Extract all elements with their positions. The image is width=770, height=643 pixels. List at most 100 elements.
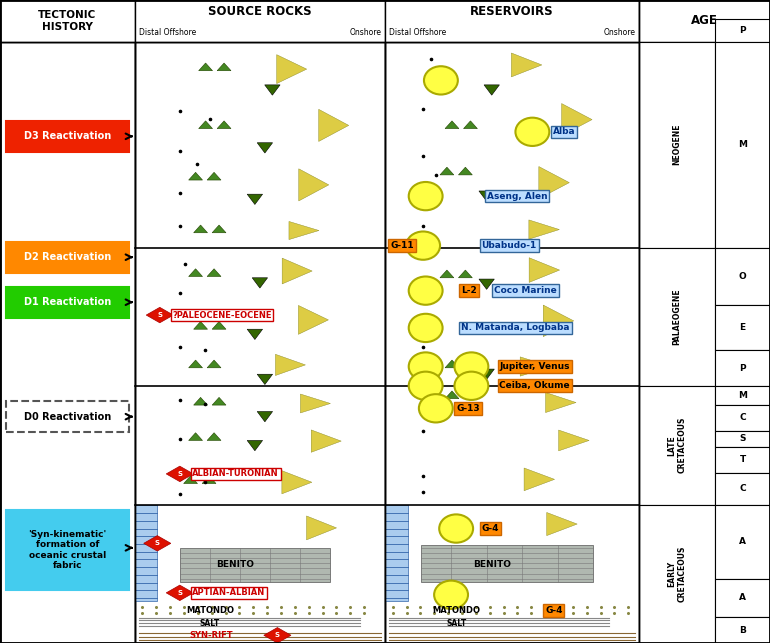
Polygon shape: [146, 307, 173, 323]
Polygon shape: [289, 221, 319, 240]
Bar: [715, 350, 770, 386]
Polygon shape: [247, 329, 263, 340]
Polygon shape: [166, 585, 193, 601]
Circle shape: [434, 581, 468, 609]
Polygon shape: [385, 602, 639, 617]
Polygon shape: [193, 225, 207, 233]
Polygon shape: [135, 296, 303, 344]
Polygon shape: [546, 392, 576, 413]
Text: Ceiba, Okume: Ceiba, Okume: [500, 381, 570, 390]
Polygon shape: [547, 512, 578, 536]
Text: MATONDO: MATONDO: [432, 606, 480, 615]
Polygon shape: [464, 360, 477, 368]
Text: AGE: AGE: [691, 14, 718, 28]
Text: S: S: [157, 312, 162, 318]
Circle shape: [454, 352, 488, 381]
Polygon shape: [135, 249, 287, 293]
Polygon shape: [311, 430, 341, 452]
Polygon shape: [199, 121, 213, 129]
Polygon shape: [319, 109, 349, 141]
Polygon shape: [539, 167, 569, 199]
Polygon shape: [445, 391, 459, 399]
Bar: [715, 42, 770, 248]
Polygon shape: [135, 628, 385, 643]
Circle shape: [419, 394, 453, 422]
Polygon shape: [193, 322, 207, 329]
Polygon shape: [479, 369, 494, 379]
Text: Aseng, Alen: Aseng, Alen: [487, 192, 547, 201]
Polygon shape: [558, 430, 589, 451]
Polygon shape: [265, 85, 280, 95]
Polygon shape: [257, 412, 273, 422]
Bar: [6, 510, 129, 590]
Polygon shape: [135, 96, 323, 154]
Bar: [715, 431, 770, 447]
Bar: [0, 42, 135, 643]
Text: SYN-RIFT: SYN-RIFT: [189, 631, 233, 640]
Polygon shape: [306, 516, 336, 540]
Polygon shape: [385, 505, 408, 601]
Bar: [6, 121, 129, 152]
Text: A: A: [739, 538, 746, 546]
Polygon shape: [135, 158, 303, 212]
Polygon shape: [135, 422, 316, 460]
Polygon shape: [385, 460, 529, 498]
Polygon shape: [445, 121, 459, 129]
Polygon shape: [458, 270, 472, 278]
Bar: [715, 248, 770, 305]
Text: S: S: [177, 471, 182, 477]
Polygon shape: [464, 121, 477, 129]
Polygon shape: [135, 463, 287, 502]
Polygon shape: [189, 360, 203, 368]
Polygon shape: [179, 548, 330, 582]
Polygon shape: [207, 433, 221, 440]
Text: Coco Marine: Coco Marine: [494, 286, 557, 295]
Bar: [715, 305, 770, 350]
Circle shape: [407, 231, 440, 260]
Text: S: S: [155, 540, 159, 547]
Text: P: P: [739, 26, 746, 35]
Text: G-13: G-13: [456, 404, 480, 413]
Bar: [385, 42, 639, 643]
Polygon shape: [135, 508, 312, 548]
Polygon shape: [183, 476, 197, 484]
Polygon shape: [189, 433, 203, 440]
Bar: [135, 42, 385, 643]
Text: G-4: G-4: [481, 524, 499, 533]
Text: P: P: [739, 364, 746, 372]
Polygon shape: [135, 347, 280, 383]
Circle shape: [515, 118, 549, 146]
Polygon shape: [135, 617, 365, 628]
Polygon shape: [212, 322, 226, 329]
Text: S: S: [275, 632, 280, 638]
Bar: [639, 0, 770, 42]
Circle shape: [409, 352, 443, 381]
Text: 'Syn-kinematic'
formation of
oceanic crustal
fabric: 'Syn-kinematic' formation of oceanic cru…: [28, 530, 106, 570]
Text: EARLY
CRETACEOUS: EARLY CRETACEOUS: [668, 546, 687, 602]
Polygon shape: [524, 468, 554, 491]
Polygon shape: [479, 191, 494, 201]
Polygon shape: [202, 476, 216, 484]
Circle shape: [409, 314, 443, 342]
Polygon shape: [217, 121, 231, 129]
Polygon shape: [385, 505, 420, 588]
Circle shape: [409, 276, 443, 305]
Polygon shape: [300, 394, 330, 413]
Bar: [6, 242, 129, 273]
Text: A: A: [739, 593, 746, 602]
Polygon shape: [385, 350, 525, 383]
Bar: [715, 617, 770, 643]
Bar: [0, 42, 135, 643]
Polygon shape: [299, 168, 329, 201]
Text: Ubabudo-1: Ubabudo-1: [481, 241, 537, 250]
Polygon shape: [212, 397, 226, 405]
Bar: [639, 42, 715, 248]
Polygon shape: [135, 388, 306, 419]
Text: Onshore: Onshore: [603, 28, 635, 37]
Polygon shape: [385, 45, 517, 85]
Polygon shape: [257, 143, 273, 153]
Polygon shape: [247, 194, 263, 204]
Polygon shape: [385, 213, 534, 246]
Polygon shape: [212, 225, 226, 233]
Polygon shape: [464, 391, 477, 399]
